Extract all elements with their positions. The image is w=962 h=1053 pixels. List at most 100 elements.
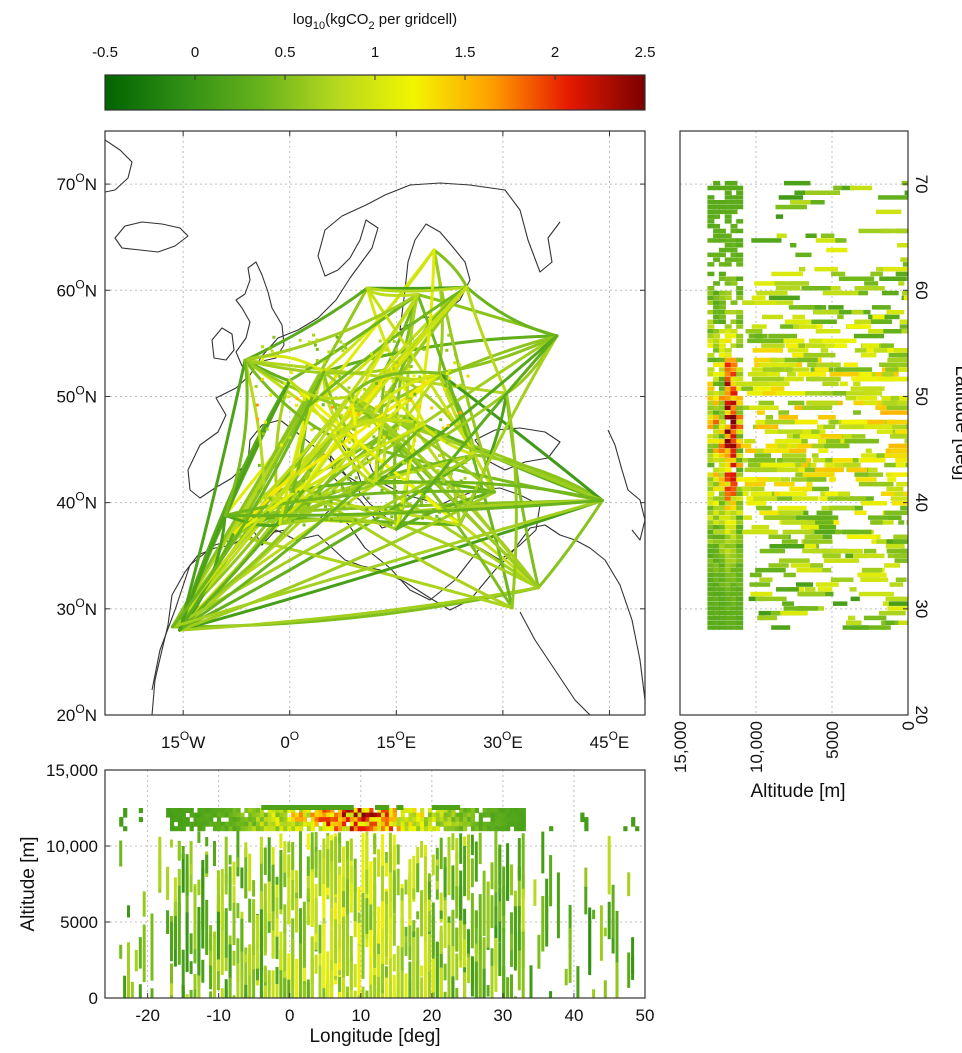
- alt-lon-cell: [416, 817, 421, 823]
- alt-lon-cell: [330, 866, 334, 923]
- emission-cell: [447, 333, 451, 337]
- lat-alt-cell: [730, 357, 738, 363]
- emission-cell: [310, 442, 314, 445]
- lat-alt-cell: [897, 243, 908, 248]
- lat-alt-cell: [730, 453, 738, 458]
- alt-lon-cell: [510, 817, 515, 823]
- alt-lon-cell: [388, 826, 394, 832]
- alt-lon-cell: [345, 879, 349, 945]
- alt-lon-cell: [396, 817, 401, 823]
- lat-alt-cell: [730, 209, 738, 215]
- alt-lon-cell: [342, 817, 347, 823]
- emission-cell: [421, 494, 424, 498]
- lat-alt-cell: [736, 606, 744, 611]
- alt-lon-cell: [353, 910, 357, 938]
- lat-alt-cell: [800, 524, 819, 530]
- lat-alt-cell: [884, 563, 900, 568]
- emission-cell: [435, 514, 439, 518]
- lat-alt-cell: [707, 567, 715, 573]
- lat-alt-cell: [736, 448, 744, 453]
- lat-alt-cell: [730, 386, 738, 391]
- emission-cell: [412, 374, 416, 378]
- alt-x-tick-label: 50: [636, 1006, 655, 1025]
- emission-cell: [302, 523, 306, 527]
- alt-lon-cell: [322, 817, 327, 823]
- lat-alt-cell: [810, 563, 824, 568]
- emission-cell: [302, 479, 305, 483]
- alt-lon-cell: [138, 984, 142, 998]
- lat-alt-cell: [724, 190, 732, 195]
- emission-cell: [354, 518, 357, 522]
- lat-alt-cell: [718, 615, 726, 621]
- lat-alt-cell: [730, 309, 738, 315]
- lat-alt-cell: [755, 424, 779, 430]
- coastline-greenland: [105, 139, 133, 193]
- lat-alt-cell: [907, 434, 908, 439]
- alt-lon-cell: [486, 826, 491, 832]
- alt-lon-cell: [338, 977, 342, 998]
- alt-lon-cell: [295, 812, 300, 818]
- alt-lon-cell: [181, 817, 186, 823]
- lat-alt-cell: [730, 582, 738, 587]
- lat-alt-cell: [718, 372, 726, 377]
- lat-alt-cell: [718, 262, 726, 267]
- coastline-ireland: [211, 327, 235, 361]
- alt-lon-cell: [267, 913, 271, 933]
- alt-lon-cell: [299, 908, 302, 952]
- lat-alt-cell: [811, 324, 823, 329]
- alt-lon-cell: [369, 817, 374, 823]
- lat-alt-cell: [830, 577, 854, 582]
- alt-lon-cell: [431, 916, 435, 965]
- lat-alt-cell: [778, 195, 803, 200]
- lat-alt-cell: [713, 472, 721, 477]
- lat-alt-cell: [880, 228, 908, 234]
- lat-alt-cell: [713, 567, 721, 573]
- lat-alt-cell: [879, 376, 907, 382]
- lat-alt-cell: [875, 209, 902, 215]
- lat-alt-cell: [718, 458, 726, 463]
- emission-cell: [416, 405, 420, 409]
- alt-lon-cell: [584, 886, 588, 915]
- lat-alt-cell: [724, 362, 732, 367]
- alt-lon-cell: [209, 991, 213, 998]
- alt-lon-cell: [244, 847, 248, 899]
- alt-lon-cell: [611, 884, 615, 938]
- emission-cell: [312, 426, 316, 430]
- lat-alt-cell: [730, 615, 738, 621]
- lat-alt-cell: [896, 481, 908, 487]
- lat-alt-cell: [891, 472, 908, 477]
- lat-alt-cell: [868, 515, 899, 520]
- lat-alt-cell: [783, 338, 805, 344]
- lat-alt-cell: [801, 438, 808, 444]
- lat-alt-cell: [718, 596, 726, 602]
- lat-alt-cell: [713, 391, 721, 396]
- alt-lon-cell: [502, 927, 506, 993]
- lat-alt-cell: [713, 357, 721, 363]
- alt-lon-cell: [502, 821, 507, 827]
- alt-lon-cell: [533, 879, 537, 906]
- alt-lon-cell: [138, 808, 143, 813]
- lat-alt-cell: [736, 367, 744, 372]
- lat-alt-cell: [730, 529, 738, 535]
- alt-lon-cell: [412, 920, 416, 939]
- alt-lon-cell: [506, 826, 511, 832]
- alt-lon-cell: [369, 808, 374, 813]
- alt-lon-cell: [427, 881, 431, 900]
- lat-alt-cell: [730, 333, 738, 339]
- alt-lon-cell: [435, 826, 440, 832]
- colorbar-tick-label: 2: [551, 44, 559, 61]
- emission-cell: [257, 489, 261, 493]
- alt-lon-cell: [439, 821, 444, 827]
- lat-alt-cell: [724, 195, 732, 200]
- lat-alt-cell: [854, 319, 871, 324]
- lat-alt-cell: [707, 443, 715, 449]
- alt-lon-cell: [130, 981, 134, 998]
- flight-track: [536, 499, 604, 590]
- alt-lon-cell: [416, 821, 421, 827]
- alt-lon-cell: [263, 826, 268, 832]
- alt-lon-cell: [467, 837, 470, 901]
- alt-lon-cell: [314, 808, 319, 813]
- alt-lon-cell: [384, 966, 388, 978]
- lat-alt-cell: [836, 496, 866, 501]
- alt-lon-cell: [521, 812, 526, 818]
